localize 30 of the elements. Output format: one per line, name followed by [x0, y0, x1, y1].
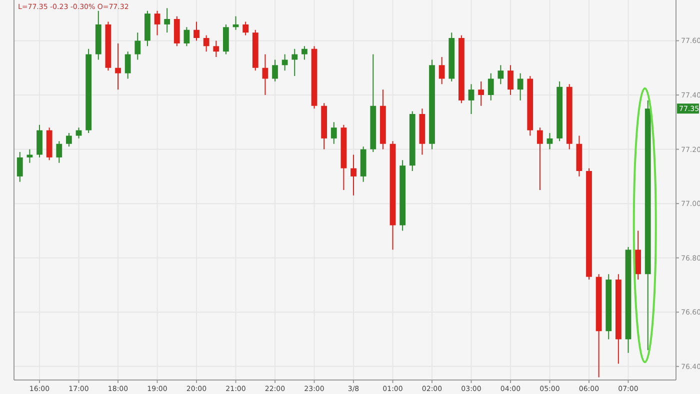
candlestick [272, 59, 278, 82]
candlestick [213, 40, 220, 58]
candlestick [262, 54, 268, 96]
candlestick [292, 48, 298, 76]
candlestick [478, 80, 484, 106]
candlestick [56, 140, 62, 164]
candlestick [282, 54, 288, 72]
candlestick [468, 84, 474, 114]
candlestick [194, 21, 200, 42]
candlestick [498, 64, 504, 85]
candlestick [16, 152, 23, 182]
candlestick [488, 72, 494, 101]
candlestick [134, 32, 141, 60]
candlestick [508, 64, 514, 96]
candlestick [26, 148, 33, 164]
candlestick [124, 51, 131, 80]
candlestick [184, 26, 190, 47]
candlestick [154, 10, 160, 36]
candlestick [350, 154, 356, 196]
candlestick [242, 21, 249, 36]
candlestick [115, 42, 121, 90]
candlestick [164, 8, 170, 34]
candlestick [330, 122, 337, 144]
candlestick [438, 56, 445, 85]
candlestick [203, 34, 210, 52]
candlestick [517, 72, 524, 101]
candlestick [302, 46, 308, 60]
candlestick [536, 127, 543, 190]
candlestick [66, 132, 72, 148]
candlestick [546, 132, 553, 150]
